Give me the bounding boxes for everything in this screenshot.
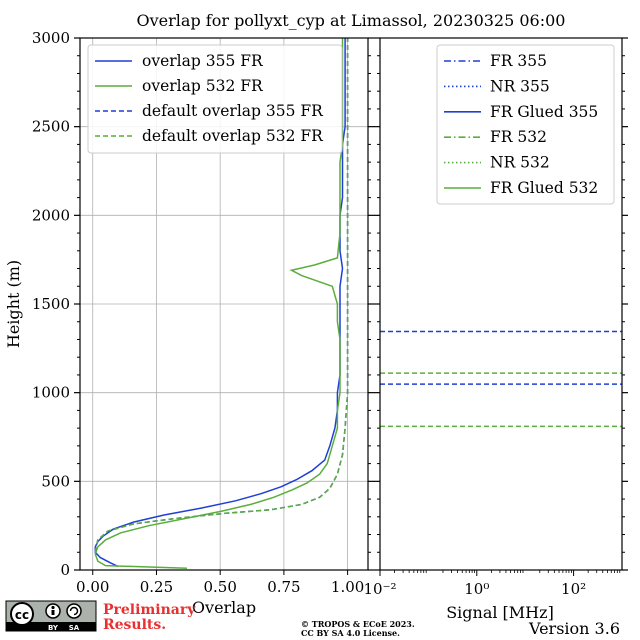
signal-xtick-label: 10⁰ <box>464 580 489 598</box>
height-tick-label: 3000 <box>32 29 70 47</box>
height-tick-label: 1000 <box>32 384 70 402</box>
legend-label: overlap 355 FR <box>142 52 264 70</box>
series-line-3 <box>94 38 349 553</box>
legend-label: FR 355 <box>490 52 547 70</box>
version-label: Version 3.6 <box>528 619 620 638</box>
legend-label: NR 355 <box>490 77 550 95</box>
footer: cc BY SA Preliminary Results. © TROPOS &… <box>5 600 620 638</box>
legend-label: FR 532 <box>490 128 547 146</box>
legend-label: FR Glued 532 <box>490 179 598 197</box>
copyright-line-2: CC BY SA 4.0 License. <box>301 628 400 638</box>
height-ylabel: Height (m) <box>4 260 23 348</box>
height-tick-label: 2500 <box>32 118 70 136</box>
height-tick-label: 0 <box>60 561 70 579</box>
overlap-panel: 0.00 0.25 0.50 0.75 1.00 0 500 1000 1500 2000 2500… <box>4 29 374 617</box>
overlap-xtick-label: 0.75 <box>267 578 300 596</box>
overlap-xtick-label: 0.00 <box>76 578 109 596</box>
legend-label: NR 532 <box>490 154 550 172</box>
cc-icon-text: cc <box>15 608 29 622</box>
signal-xtick-label: 10² <box>561 580 586 598</box>
overlap-legend: overlap 355 FR overlap 532 FR default over… <box>87 44 343 154</box>
chart-title: Overlap for pollyxt_cyp at Limassol, 202… <box>137 11 566 30</box>
signal-legend-box <box>436 44 615 205</box>
cc-icon <box>10 602 34 626</box>
overlap-xtick-label: 1.00 <box>331 578 364 596</box>
legend-label: FR Glued 355 <box>490 103 598 121</box>
series-line-0 <box>94 38 346 568</box>
sa-label: SA <box>69 624 80 632</box>
signal-hlines <box>380 330 622 428</box>
series-line-1 <box>94 38 344 569</box>
cc-license-badge: cc BY SA <box>5 600 97 632</box>
overlap-xlabel: Overlap <box>192 598 256 617</box>
signal-xtick-label: 10⁻² <box>363 580 396 598</box>
signal-xlabel: Signal [MHz] <box>446 603 554 622</box>
overlap-ticks: 0.00 0.25 0.50 0.75 1.00 0 500 1000 1500 2000 2500… <box>32 29 374 596</box>
sa-icon <box>66 603 82 619</box>
height-tick-label: 2000 <box>32 206 70 224</box>
signal-ticks: 10⁻² 10⁰ 10² <box>363 37 628 598</box>
results-label: Results. <box>103 617 166 633</box>
overlap-series <box>94 38 349 569</box>
legend-label: default overlap 355 FR <box>142 102 324 120</box>
overlap-xtick-label: 0.25 <box>140 578 173 596</box>
signal-legend: FR 355 NR 355 FR Glued 355 FR 532 NR 532 FR G… <box>436 44 615 205</box>
copyright-line-1: © TROPOS & ECoE 2023. <box>301 619 415 629</box>
by-label: BY <box>48 624 59 632</box>
height-tick-label: 500 <box>41 472 70 490</box>
height-tick-label: 1500 <box>32 295 70 313</box>
preliminary-label: Preliminary <box>103 602 196 618</box>
signal-panel: 10⁻² 10⁰ 10² Signal [MHz] FR 355 NR 355 FR G… <box>363 37 628 622</box>
overlap-xtick-label: 0.50 <box>203 578 236 596</box>
legend-label: default overlap 532 FR <box>142 127 324 145</box>
overlap-legend-box <box>87 44 343 154</box>
legend-label: overlap 532 FR <box>142 77 264 95</box>
